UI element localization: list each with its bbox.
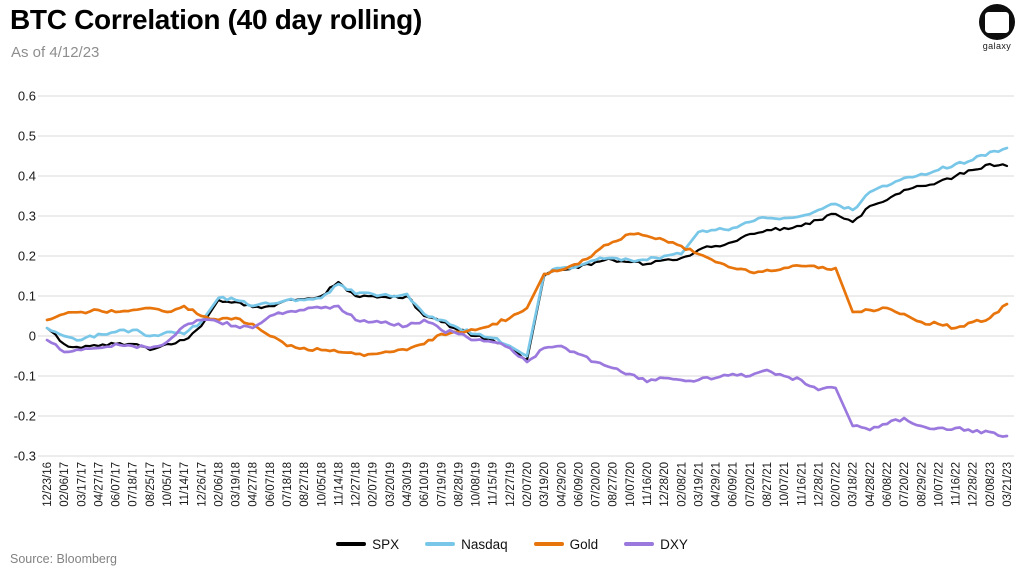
x-axis-tick-label: 07/18/18 xyxy=(282,462,294,507)
x-axis-tick-label: 03/21/23 xyxy=(1002,462,1014,507)
series-line-gold xyxy=(45,232,1009,358)
x-axis-tick-label: 11/14/17 xyxy=(179,462,191,506)
legend-label-nasdaq: Nasdaq xyxy=(461,536,508,552)
y-axis-tick-label: 0.6 xyxy=(18,89,36,104)
legend-swatch-nasdaq xyxy=(425,542,456,546)
x-axis-tick-label: 10/08/19 xyxy=(471,462,483,507)
x-axis-tick-label: 02/08/23 xyxy=(985,462,997,507)
x-axis-tick-label: 08/27/18 xyxy=(299,462,311,507)
x-axis-tick-label: 11/15/19 xyxy=(488,462,500,506)
legend-swatch-dxy xyxy=(624,542,655,546)
x-axis-tick-label: 06/07/17 xyxy=(111,462,123,507)
y-axis-tick-label: 0.5 xyxy=(18,129,36,144)
galaxy-logo: galaxy xyxy=(972,4,1022,51)
x-axis-tick-label: 10/07/21 xyxy=(779,462,791,507)
legend-swatch-gold xyxy=(533,542,564,546)
galaxy-logo-square xyxy=(985,12,1009,33)
page-title: BTC Correlation (40 day rolling) xyxy=(10,4,422,35)
x-axis-tick-label: 08/27/21 xyxy=(762,462,774,507)
x-axis-tick-label: 11/16/22 xyxy=(951,462,963,506)
series-line-nasdaq xyxy=(45,146,1009,358)
x-axis-tick-label: 04/28/22 xyxy=(865,462,877,507)
source-note: Source: Bloomberg xyxy=(10,552,118,566)
x-axis-tick-label: 03/17/17 xyxy=(76,462,88,507)
galaxy-logo-icon xyxy=(979,4,1015,40)
legend-label-gold: Gold xyxy=(569,536,599,552)
x-axis-tick-label: 07/18/17 xyxy=(128,462,140,507)
y-axis-tick-label: 0.3 xyxy=(18,209,36,224)
legend-item-spx: SPX xyxy=(336,537,399,552)
x-axis-tick-label: 04/30/19 xyxy=(402,462,414,507)
as-of-date: As of 4/12/23 xyxy=(11,44,100,61)
x-axis-tick-label: 10/05/17 xyxy=(162,462,174,507)
y-axis-tick-label: -0.2 xyxy=(14,409,36,424)
x-axis-tick-label: 02/06/18 xyxy=(213,462,225,507)
legend-swatch-spx xyxy=(336,542,367,546)
x-axis-tick-label: 03/20/19 xyxy=(385,462,397,507)
y-axis-tick-label: -0.1 xyxy=(14,369,36,384)
y-axis-tick-label: 0.4 xyxy=(18,169,36,184)
x-axis-tick-label: 12/23/16 xyxy=(42,462,54,507)
x-axis-tick-label: 10/07/20 xyxy=(625,462,637,507)
y-axis-tick-label: 0.1 xyxy=(18,289,36,304)
legend-label-dxy: DXY xyxy=(660,536,688,552)
x-axis-tick-label: 02/07/20 xyxy=(522,462,534,507)
x-axis-tick-label: 03/18/22 xyxy=(848,462,860,507)
x-axis-tick-label: 04/29/20 xyxy=(556,462,568,507)
x-axis-tick-label: 12/26/17 xyxy=(196,462,208,507)
y-axis-tick-label: -0.3 xyxy=(14,449,36,464)
x-axis-tick-label: 06/10/19 xyxy=(419,462,431,507)
legend-item-nasdaq: Nasdaq xyxy=(425,537,508,552)
legend-item-dxy: DXY xyxy=(624,537,688,552)
x-axis-tick-label: 03/19/20 xyxy=(539,462,551,507)
x-axis-tick-label: 02/08/21 xyxy=(676,462,688,507)
x-axis-tick-label: 12/27/18 xyxy=(351,462,363,507)
x-axis-tick-label: 11/16/20 xyxy=(642,462,654,506)
y-axis-tick-label: 0 xyxy=(29,329,36,344)
x-axis-tick-label: 11/16/21 xyxy=(796,462,808,506)
x-axis-tick-label: 08/29/22 xyxy=(916,462,928,507)
legend-label-spx: SPX xyxy=(372,536,400,552)
legend-item-gold: Gold xyxy=(533,536,599,552)
galaxy-logo-text: galaxy xyxy=(982,41,1012,51)
x-axis-tick-label: 08/25/17 xyxy=(145,462,157,507)
x-axis-tick-label: 12/28/20 xyxy=(659,462,671,507)
x-axis-tick-label: 04/29/21 xyxy=(711,462,723,507)
x-axis-tick-label: 07/20/22 xyxy=(899,462,911,507)
x-axis-tick-label: 10/05/18 xyxy=(316,462,328,507)
x-axis-tick-label: 08/27/20 xyxy=(608,462,620,507)
x-axis-tick-label: 02/06/17 xyxy=(59,462,71,507)
x-axis-tick-label: 03/19/18 xyxy=(231,462,243,507)
x-axis-tick-label: 07/20/21 xyxy=(745,462,757,507)
x-axis-tick-label: 10/07/22 xyxy=(933,462,945,507)
x-axis-tick-label: 06/07/18 xyxy=(265,462,277,507)
x-axis-tick-label: 12/27/19 xyxy=(505,462,517,507)
x-axis-tick-label: 04/27/18 xyxy=(248,462,260,507)
x-axis-tick-label: 07/19/19 xyxy=(436,462,448,507)
chart-legend: SPX Nasdaq Gold DXY xyxy=(0,534,1024,554)
x-axis-tick-label: 03/19/21 xyxy=(693,462,705,507)
x-axis-tick-label: 12/28/21 xyxy=(813,462,825,507)
x-axis-tick-label: 12/28/22 xyxy=(968,462,980,507)
series-line-dxy xyxy=(45,304,1009,438)
x-axis-tick-label: 11/14/18 xyxy=(333,462,345,506)
x-axis-tick-label: 06/09/20 xyxy=(573,462,585,507)
x-axis-tick-label: 08/28/19 xyxy=(453,462,465,507)
x-axis-tick-label: 06/09/21 xyxy=(728,462,740,507)
x-axis-tick-label: 02/07/22 xyxy=(831,462,843,507)
series-line-spx xyxy=(45,162,1009,362)
x-axis-tick-label: 06/08/22 xyxy=(882,462,894,507)
y-axis-tick-label: 0.2 xyxy=(18,249,36,264)
x-axis-tick-label: 02/07/19 xyxy=(368,462,380,507)
x-axis-tick-label: 07/20/20 xyxy=(591,462,603,507)
x-axis-tick-label: 04/27/17 xyxy=(93,462,105,507)
